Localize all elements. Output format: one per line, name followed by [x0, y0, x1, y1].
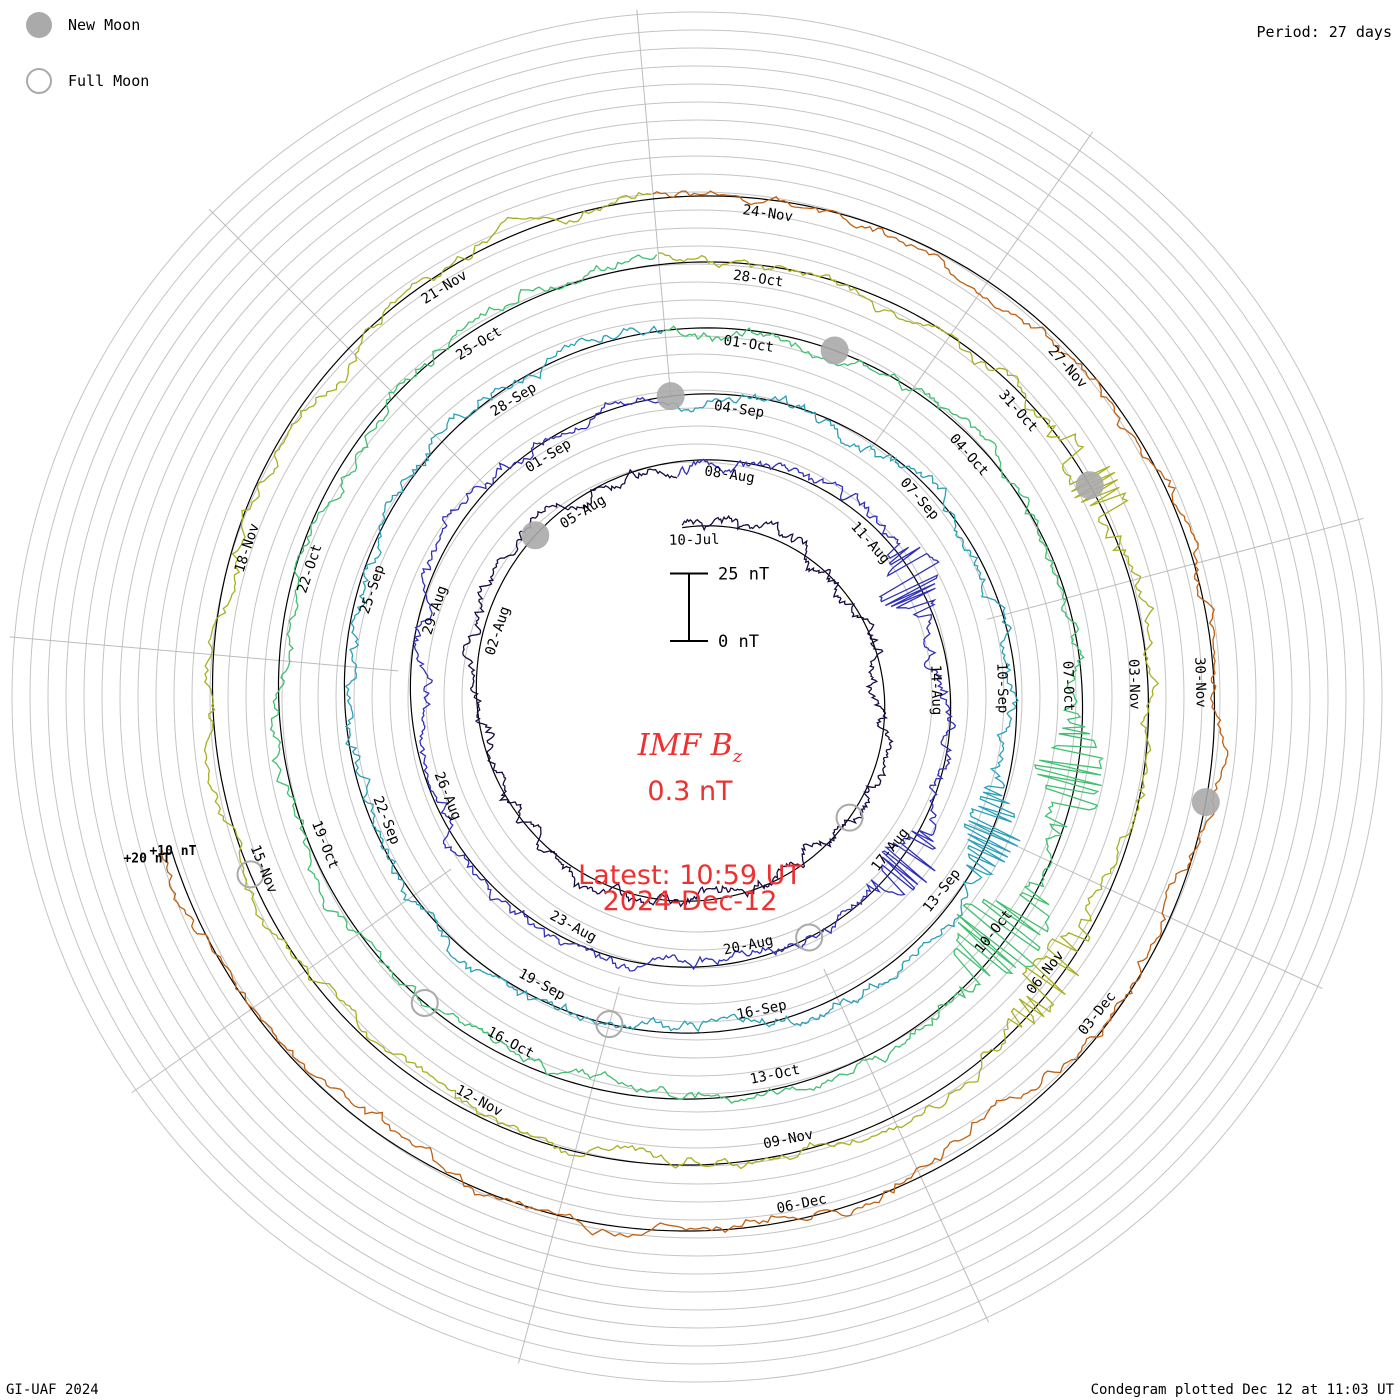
date-label: 05-Aug	[557, 492, 608, 532]
date-label: 24-Nov	[742, 202, 794, 225]
bz-rotation-line	[412, 396, 957, 972]
date-label: 16-Oct	[484, 1024, 536, 1062]
baseline-spiral	[171, 195, 1216, 1232]
full-moon-marker	[410, 988, 439, 1017]
date-spoke	[636, 9, 672, 399]
full-moon-icon	[26, 68, 52, 94]
ring-scale-label: +20 nT	[123, 851, 170, 866]
period-label: Period: 27 days	[1256, 23, 1392, 41]
scale-ring	[29, 29, 1365, 1365]
date-spokes	[9, 9, 1364, 1364]
current-value: 0.3 nT	[647, 776, 733, 807]
scale-ring	[155, 155, 1239, 1239]
chart-title: IMF Bz	[540, 728, 840, 767]
moon-markers	[236, 336, 1220, 1039]
ring-scale-label: +10 nT	[149, 844, 196, 859]
new-moon-marker	[1191, 788, 1220, 817]
date-label: 25-Oct	[453, 324, 504, 364]
date-spoke	[823, 968, 990, 1323]
new-moon-marker	[521, 521, 550, 550]
zero-baseline-spiral	[171, 195, 1216, 1232]
date-label: 02-Aug	[482, 605, 513, 658]
date-spoke	[868, 131, 1094, 452]
date-spoke	[517, 986, 620, 1364]
footer-plot-time: Condegram plotted Dec 12 at 11:03 UT	[1090, 1382, 1394, 1398]
date-label: 03-Nov	[1125, 659, 1142, 710]
scale-ring	[317, 317, 1077, 1077]
ring-scale-labels: +20 nT+10 nT	[123, 844, 196, 866]
bz-rotation-line	[269, 254, 1104, 1104]
date-label: 22-Sep	[369, 794, 403, 847]
scale-bar-top-label: 25 nT	[718, 565, 769, 585]
legend-new-moon-label: New Moon	[68, 16, 141, 34]
scale-ring	[173, 173, 1221, 1221]
bz-rotation-line	[203, 191, 1160, 1170]
full-moon-marker	[236, 860, 265, 889]
scale-ring	[47, 47, 1347, 1347]
date-label: 10-Sep	[993, 663, 1010, 714]
date-label: 27-Nov	[1045, 343, 1091, 391]
scale-ring	[389, 389, 1005, 1005]
date-label: 10-Jul	[669, 532, 720, 549]
legend-full-moon-label: Full Moon	[68, 72, 150, 90]
full-moon-marker	[835, 803, 864, 832]
date-spoke	[131, 868, 452, 1094]
date-label: 18-Nov	[232, 521, 263, 574]
date-spoke	[9, 636, 399, 672]
new-moon-icon	[26, 12, 52, 38]
date-label: 04-Sep	[713, 398, 765, 421]
date-label: 10-Oct	[972, 907, 1016, 957]
scale-ring	[227, 227, 1167, 1167]
scale-ring	[65, 65, 1329, 1329]
scale-ring	[11, 11, 1383, 1383]
new-moon-marker	[820, 336, 849, 365]
date-label: 08-Aug	[703, 463, 755, 486]
date-label: 25-Sep	[357, 563, 388, 616]
date-spoke	[208, 208, 486, 486]
date-label: 13-Oct	[749, 1062, 802, 1088]
date-label: 28-Oct	[732, 267, 784, 290]
date-label: 11-Aug	[847, 519, 893, 567]
chart-title-main: IMF B	[637, 728, 733, 763]
full-moon-marker	[595, 1010, 624, 1039]
date-spoke	[986, 517, 1364, 620]
bz-rotation-line	[462, 468, 894, 908]
scale-ring	[263, 263, 1131, 1131]
scale-ring	[209, 209, 1185, 1185]
bz-series	[161, 190, 1229, 1238]
footer-credit: GI-UAF 2024	[6, 1382, 99, 1398]
date-spoke	[968, 823, 1323, 990]
scale-ring	[335, 335, 1059, 1059]
scale-bar-bottom-label: 0 nT	[718, 632, 759, 652]
scale-ring	[119, 119, 1275, 1275]
latest-date: 2024-Dec-12	[602, 886, 778, 917]
latest-time: Latest: 10:59 UT	[578, 860, 802, 891]
new-moon-marker	[656, 382, 685, 411]
chart-title-sub: z	[732, 746, 743, 767]
scale-ring	[281, 281, 1113, 1113]
scale-ring	[353, 353, 1041, 1041]
scale-ring	[191, 191, 1203, 1203]
date-label: 14-Aug	[927, 664, 944, 715]
date-label: 07-Sep	[897, 475, 943, 523]
date-label: 19-Oct	[308, 818, 342, 871]
bz-rotation-line	[161, 190, 1229, 1238]
scale-ring	[83, 83, 1311, 1311]
legend-full-moon: Full Moon	[26, 68, 149, 94]
bz-rotation-line	[344, 325, 1021, 1033]
full-moon-marker	[795, 923, 824, 952]
scale-ring	[137, 137, 1257, 1257]
date-label: 07-Oct	[1059, 661, 1076, 712]
scale-ring	[371, 371, 1023, 1023]
legend-new-moon: New Moon	[26, 12, 140, 38]
date-label: 01-Oct	[722, 333, 774, 356]
date-label: 30-Nov	[1191, 657, 1208, 708]
scale-rings	[11, 11, 1383, 1383]
scale-bar: 25 nT 0 nT	[670, 565, 769, 652]
scale-ring	[101, 101, 1293, 1293]
new-moon-marker	[1075, 471, 1104, 500]
